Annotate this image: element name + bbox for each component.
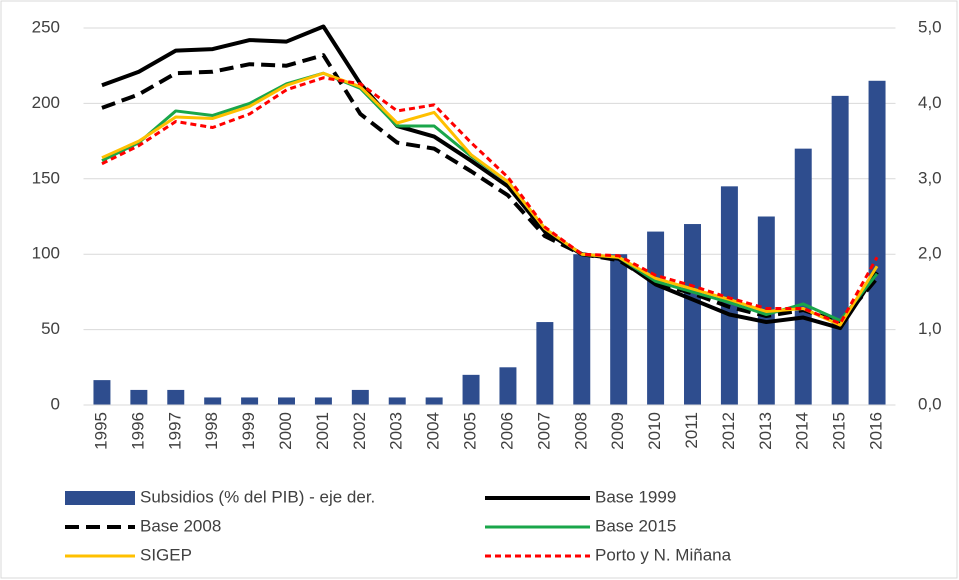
bar xyxy=(462,374,480,405)
bar xyxy=(278,397,295,405)
x-tick-label: 2011 xyxy=(682,412,701,449)
x-tick-label: 1999 xyxy=(239,412,258,450)
legend-label: Base 2015 xyxy=(595,516,676,535)
legend-label: Base 2008 xyxy=(140,516,221,535)
y-tick-label: 100 xyxy=(32,244,60,263)
x-tick-label: 2002 xyxy=(350,412,369,450)
x-tick-label: 2013 xyxy=(756,412,775,450)
line xyxy=(101,76,879,326)
bar xyxy=(720,186,738,405)
bar xyxy=(204,397,222,405)
y2-tick-label: 3,0 xyxy=(918,168,942,187)
bar xyxy=(388,397,406,405)
bar xyxy=(831,95,849,406)
x-tick-label: 1995 xyxy=(91,412,110,450)
bar xyxy=(425,397,443,405)
y2-tick-label: 1,0 xyxy=(918,319,942,338)
y2-tick-label: 0,0 xyxy=(918,394,942,413)
legend-label: Subsidios (% del PIB) - eje der. xyxy=(140,487,375,506)
bar xyxy=(167,389,185,405)
bar xyxy=(351,389,369,405)
legend-swatch xyxy=(65,491,135,505)
x-tick-label: 2016 xyxy=(867,412,886,450)
x-tick-label: 2005 xyxy=(461,412,480,450)
x-tick-label: 2007 xyxy=(534,412,553,450)
x-tick-label: 2000 xyxy=(276,412,295,450)
legend-label: Base 1999 xyxy=(595,487,676,506)
x-tick-label: 1997 xyxy=(165,412,184,450)
x-tick-label: 2008 xyxy=(571,412,590,450)
x-tick-label: 1998 xyxy=(202,412,221,450)
bar xyxy=(130,389,148,405)
bar xyxy=(868,80,886,405)
x-tick-label: 2004 xyxy=(424,412,443,450)
y2-tick-label: 5,0 xyxy=(918,17,942,36)
bar xyxy=(499,367,517,405)
legend-label: Porto y N. Miñana xyxy=(595,545,732,564)
y-tick-label: 50 xyxy=(41,319,60,338)
y-tick-label: 150 xyxy=(32,168,60,187)
bar xyxy=(610,254,628,405)
bar xyxy=(573,254,591,405)
bar xyxy=(536,322,554,405)
bar xyxy=(314,397,332,405)
y2-tick-label: 2,0 xyxy=(918,244,942,263)
legend-label: SIGEP xyxy=(140,545,192,564)
bar xyxy=(794,148,812,405)
bar xyxy=(93,380,111,405)
y2-tick-label: 4,0 xyxy=(918,93,942,112)
bar xyxy=(647,231,665,405)
x-tick-label: 2015 xyxy=(830,412,849,450)
x-tick-label: 1996 xyxy=(128,412,147,450)
y-tick-label: 250 xyxy=(32,17,60,36)
line xyxy=(101,53,879,325)
bar xyxy=(684,224,701,405)
x-tick-label: 2003 xyxy=(387,412,406,450)
x-tick-label: 2012 xyxy=(719,412,738,450)
line xyxy=(101,71,879,327)
x-tick-label: 2006 xyxy=(497,412,516,450)
x-tick-label: 2001 xyxy=(313,412,332,450)
bar xyxy=(241,397,259,405)
x-tick-label: 2009 xyxy=(608,412,627,450)
line xyxy=(101,24,879,331)
x-tick-label: 2014 xyxy=(793,412,812,450)
y-tick-label: 200 xyxy=(32,93,60,112)
y-tick-label: 0 xyxy=(51,394,60,413)
x-tick-label: 2010 xyxy=(645,412,664,450)
